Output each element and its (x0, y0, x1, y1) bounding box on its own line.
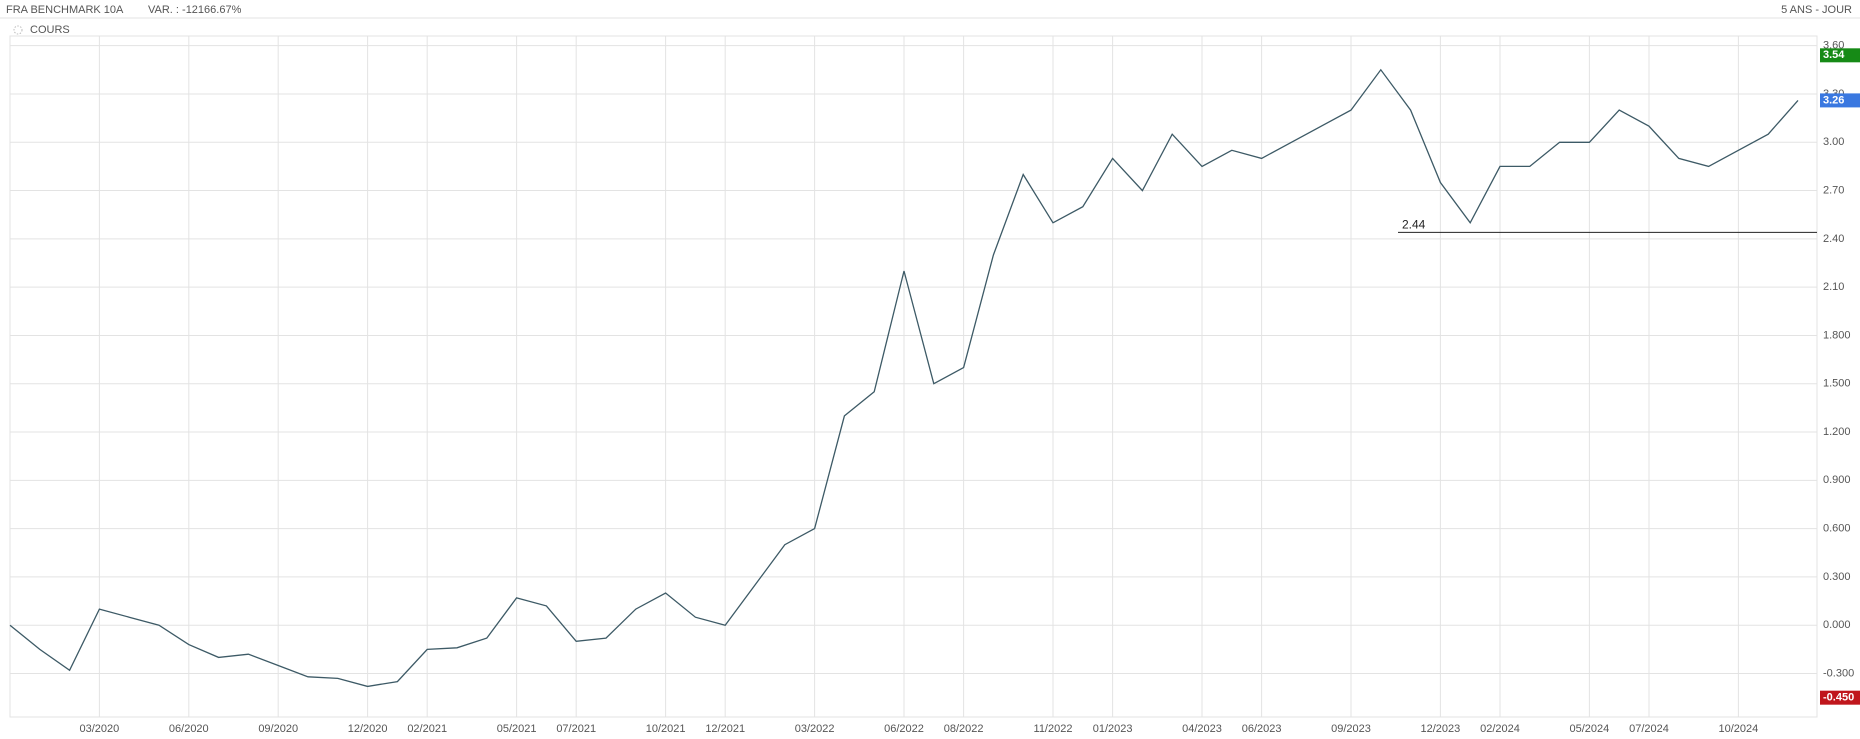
y-tick-label: 0.900 (1823, 474, 1851, 486)
x-tick-label: 06/2023 (1242, 723, 1282, 735)
x-tick-label: 08/2022 (944, 723, 984, 735)
x-tick-label: 03/2022 (795, 723, 835, 735)
y-tick-label: 2.10 (1823, 281, 1844, 293)
x-tick-label: 12/2020 (348, 723, 388, 735)
x-tick-label: 02/2021 (407, 723, 447, 735)
price-line (9, 68, 1799, 688)
y-tick-label: 1.500 (1823, 378, 1851, 390)
legend-label: COURS (30, 24, 70, 36)
y-tick-label: -0.300 (1823, 667, 1854, 679)
y-tick-label: 2.40 (1823, 233, 1844, 245)
x-tick-label: 01/2023 (1093, 723, 1133, 735)
price-label: -0.450 (1823, 692, 1854, 704)
price-label: 3.54 (1823, 49, 1845, 61)
x-tick-label: 04/2023 (1182, 723, 1222, 735)
period-label: 5 ANS - JOUR (1781, 4, 1852, 16)
x-tick-label: 05/2021 (497, 723, 537, 735)
y-tick-label: 0.000 (1823, 619, 1851, 631)
x-tick-label: 10/2021 (646, 723, 686, 735)
x-tick-label: 02/2024 (1480, 723, 1520, 735)
x-tick-label: 10/2024 (1719, 723, 1759, 735)
x-tick-label: 09/2020 (258, 723, 298, 735)
x-tick-label: 06/2020 (169, 723, 209, 735)
chart-title: FRA BENCHMARK 10A (6, 4, 124, 16)
price-label-box (1820, 93, 1860, 108)
price-label-box (1820, 690, 1860, 705)
y-tick-label: 0.600 (1823, 523, 1851, 535)
y-tick-label: 1.800 (1823, 329, 1851, 341)
x-tick-label: 06/2022 (884, 723, 924, 735)
x-tick-label: 07/2024 (1629, 723, 1669, 735)
x-tick-label: 09/2023 (1331, 723, 1371, 735)
x-tick-label: 11/2022 (1034, 723, 1073, 735)
chart-subtitle: VAR. : -12166.67% (148, 4, 242, 16)
x-tick-label: 03/2020 (80, 723, 120, 735)
y-tick-label: 3.00 (1823, 136, 1844, 148)
x-tick-label: 05/2024 (1570, 723, 1610, 735)
x-tick-label: 12/2023 (1421, 723, 1461, 735)
y-tick-label: 2.70 (1823, 184, 1844, 196)
x-tick-label: 07/2021 (556, 723, 596, 735)
plot-frame (9, 35, 1818, 718)
price-label-box (1820, 48, 1860, 63)
y-tick-label: 1.200 (1823, 426, 1851, 438)
legend-icon (13, 25, 23, 35)
y-tick-label: 0.300 (1823, 571, 1851, 583)
x-tick-label: 12/2021 (705, 723, 745, 735)
price-label: 3.26 (1823, 94, 1844, 106)
annotation-label: 2.44 (1402, 218, 1426, 232)
